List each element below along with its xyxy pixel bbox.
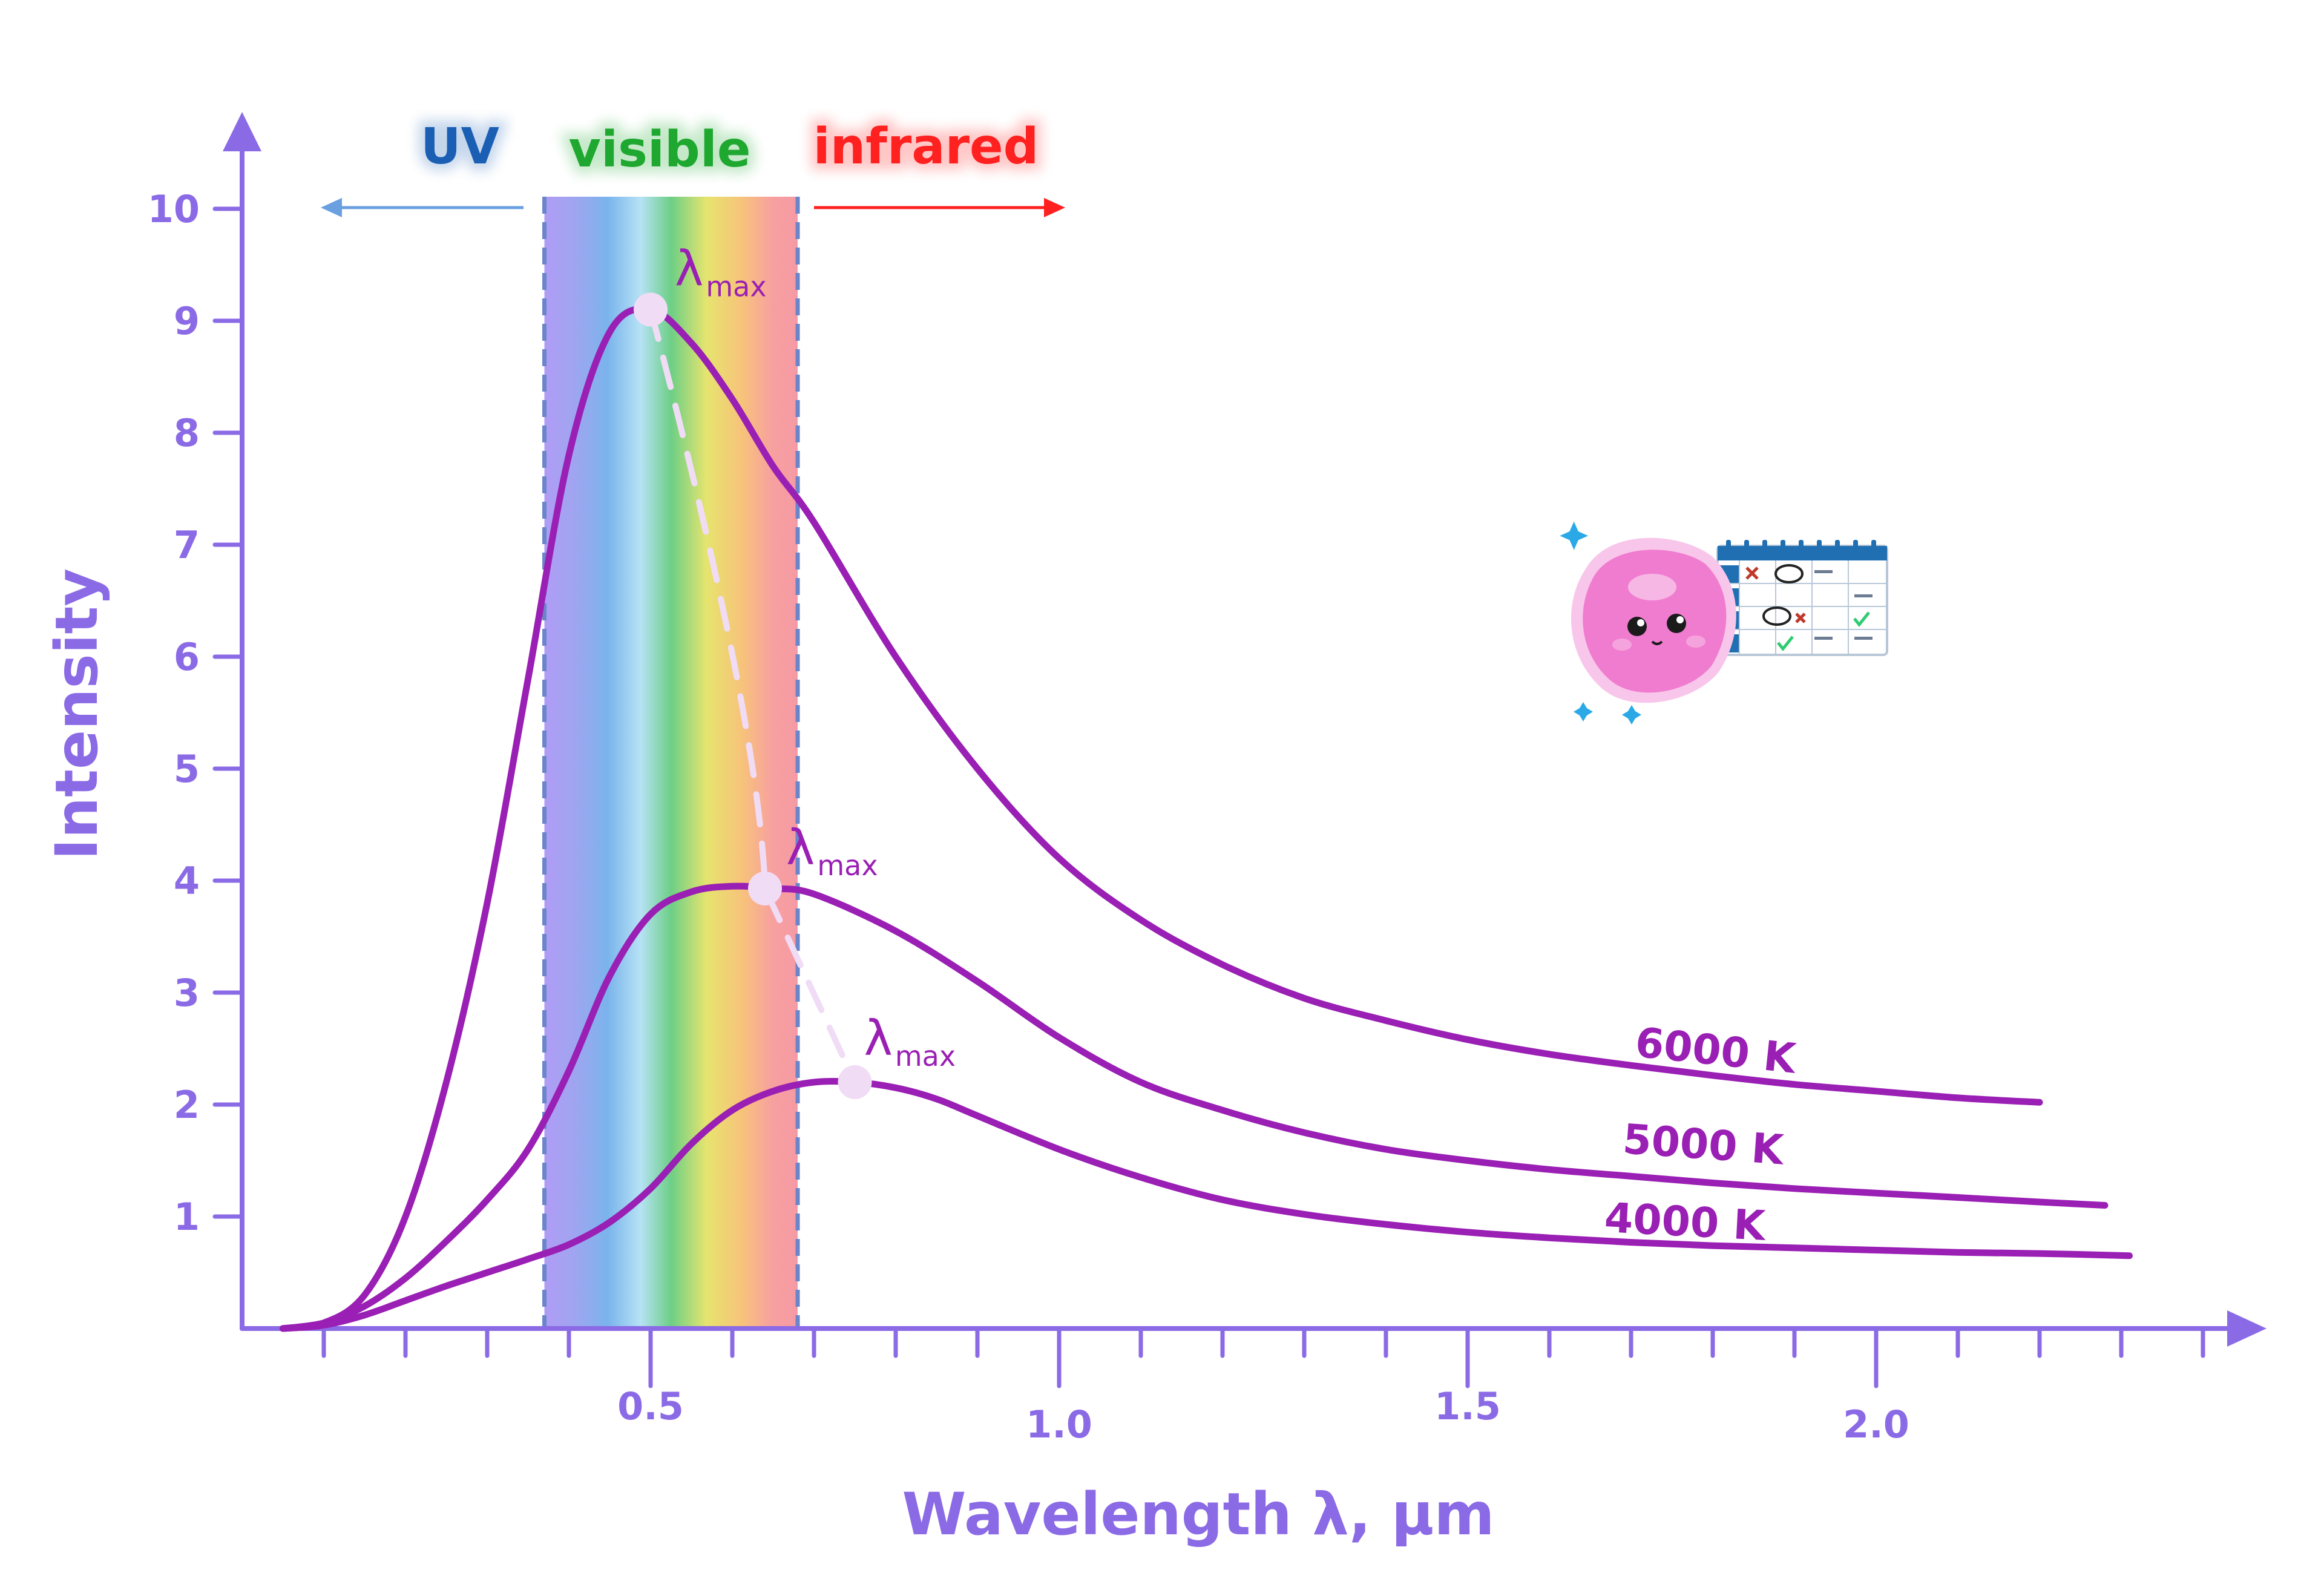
series-label: 5000 K	[1621, 1115, 1787, 1174]
region-label-uv: UV	[421, 118, 500, 176]
region-label-glow: UV	[421, 118, 500, 176]
wien-dashed-line	[648, 306, 858, 1085]
y-tick-label: 8	[174, 411, 200, 455]
y-tick-label: 5	[174, 747, 200, 791]
y-tick-label: 7	[174, 523, 200, 567]
uv-arrowhead	[321, 198, 342, 217]
series-line-5000k	[280, 882, 2109, 1332]
y-tick-label: 2	[174, 1083, 200, 1127]
series-line-6000k	[280, 305, 2043, 1332]
y-axis-title: Intensity	[43, 568, 111, 860]
lambda-max-subscript: max	[895, 1040, 956, 1072]
y-tick-label: 6	[174, 635, 200, 679]
x-tick-label: 2.0	[1843, 1402, 1909, 1447]
x-tick-label: 0.5	[617, 1384, 684, 1428]
x-tick-label: 1.0	[1026, 1402, 1092, 1447]
peak-marker	[748, 871, 782, 905]
peak-marker	[634, 292, 668, 327]
series-line-4000k	[280, 1077, 2133, 1332]
y-tick-label: 3	[174, 971, 200, 1015]
region-label-glow: infrared	[813, 118, 1039, 176]
x-axis-arrowhead	[2227, 1310, 2267, 1347]
series-label: 4000 K	[1603, 1194, 1768, 1250]
lambda-max-label: λmax	[864, 1010, 956, 1072]
lambda-max-label: λmax	[786, 819, 878, 882]
visible-band	[544, 197, 798, 1329]
lambda-max-subscript: max	[706, 271, 766, 303]
series-label: 6000 K	[1633, 1019, 1799, 1083]
peak-marker	[838, 1065, 872, 1099]
region-label-visible: visible	[569, 121, 751, 179]
pink-blob-mascot-with-calendar-icon	[1560, 521, 1888, 724]
region-label-infrared: infrared	[813, 118, 1039, 176]
ir-arrowhead	[1044, 198, 1065, 217]
lambda-max-subscript: max	[817, 849, 878, 882]
x-axis-title: Wavelength λ, µm	[902, 1480, 1495, 1548]
y-tick-label: 10	[148, 187, 200, 231]
y-tick-label: 1	[174, 1195, 200, 1239]
y-axis-arrowhead	[223, 112, 261, 151]
y-tick-label: 9	[174, 299, 200, 343]
region-label-glow: visible	[569, 121, 751, 179]
visible-spectrum-band	[542, 197, 800, 1329]
x-tick-label: 1.5	[1434, 1384, 1501, 1428]
y-tick-label: 4	[174, 859, 200, 903]
axes: 1 2 3 4 5 6 7 8 9 10 0.5 1.0 1.5 2.0 Wavelength λ, µm I…	[43, 112, 2267, 1548]
